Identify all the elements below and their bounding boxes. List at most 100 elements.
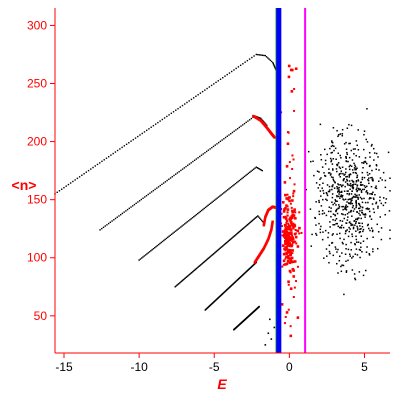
black-branch-point [257,53,259,56]
red-cluster-point [285,165,289,168]
black-cloud-point [340,270,343,273]
black-cloud-point [369,156,371,158]
red-cluster-point [285,253,288,256]
black-cloud-point [333,181,336,183]
black-cloud-point [350,165,353,167]
black-branch-point [177,107,179,110]
black-cloud-point [379,199,381,202]
black-branch-point [202,153,204,155]
black-branch-point [206,87,208,90]
red-cluster-point [294,235,298,239]
red-cluster-point [290,260,294,264]
black-branch-point [237,66,240,68]
black-cloud-point [366,171,369,174]
red-cluster-point [287,222,290,225]
red-cluster-point [290,221,293,224]
red-cluster-point [288,231,291,234]
black-cloud-point [375,164,378,167]
black-branch-point [167,236,169,239]
black-branch-point [195,213,198,216]
black-branch-point [234,234,236,237]
black-cloud-point [372,236,374,238]
black-cloud-point [348,168,351,171]
black-branch-point [262,119,264,122]
black-branch-point [238,179,241,182]
black-cloud-point [326,199,328,202]
y-tick-label: 100 [27,251,47,265]
black-cloud-point [346,213,349,215]
black-branch-point [183,167,186,169]
black-cloud-point [348,156,351,159]
black-branch-point [147,252,149,254]
black-cloud-point [375,201,378,204]
black-cloud-point [345,156,347,158]
black-branch-point [203,260,206,263]
black-branch-point [213,252,216,254]
black-branch-point [198,211,200,214]
black-cloud-point [343,293,345,296]
black-cloud-point [345,270,348,272]
black-cloud-point [321,213,324,215]
black-cloud-point [328,244,331,247]
black-cloud-point [335,262,338,265]
black-cloud-point [315,232,317,235]
black-cloud-point [345,168,347,170]
black-branch-point [225,241,228,244]
black-branch-point [228,188,230,190]
black-branch-point [256,167,259,169]
black-branch-point [180,226,182,228]
black-branch-point [107,155,110,158]
black-branch-point [204,152,206,154]
black-branch-point [200,264,202,266]
black-cloud-point [350,222,352,225]
black-cloud-point [310,245,313,247]
black-cloud-point [375,185,377,187]
black-branch-point [217,196,220,198]
black-cloud-point [355,199,357,202]
black-cloud-point [320,158,323,161]
black-cloud-point [372,250,374,253]
black-cloud-point [372,197,375,199]
black-branch-point [193,269,196,271]
red-cluster-point [291,217,294,220]
black-branch-point [181,279,184,282]
black-cloud-point [388,210,391,212]
black-cloud-point [346,153,349,156]
black-branch-point [195,267,197,270]
black-cloud-point [327,210,330,213]
black-cloud-point [347,190,349,192]
red-cluster-point [287,234,290,237]
black-cloud-point [339,167,342,170]
black-cloud-point [367,178,369,181]
black-branch-point [149,192,151,194]
black-sparse-point [273,326,276,329]
black-cloud-point [368,208,370,210]
black-branch-point [201,263,203,265]
black-cloud-point [345,176,347,178]
black-cloud-point [336,129,338,132]
black-branch-point [243,175,246,178]
black-branch-point [180,169,182,172]
black-cloud-point [356,190,358,193]
red-cluster-point [287,283,290,286]
black-branch-point [154,188,156,191]
black-branch-point [256,216,258,218]
black-cloud-point [367,174,369,176]
black-cloud-point [348,123,350,126]
black-branch-point [176,172,179,174]
black-branch-point [208,203,211,206]
black-branch-point [200,154,203,156]
black-branch-point [130,140,132,142]
black-cloud-point [344,181,347,183]
black-branch-point [235,234,237,236]
black-cloud-point [339,219,342,222]
black-branch-point [243,227,245,229]
black-branch-point [132,138,134,141]
black-branch-point [245,174,247,177]
black-cloud-point [363,188,366,191]
black-cloud-point [341,166,344,169]
black-branch-point [197,266,199,268]
black-cloud-point [346,201,348,203]
black-branch-point [147,193,149,196]
black-cloud-point [362,274,365,277]
